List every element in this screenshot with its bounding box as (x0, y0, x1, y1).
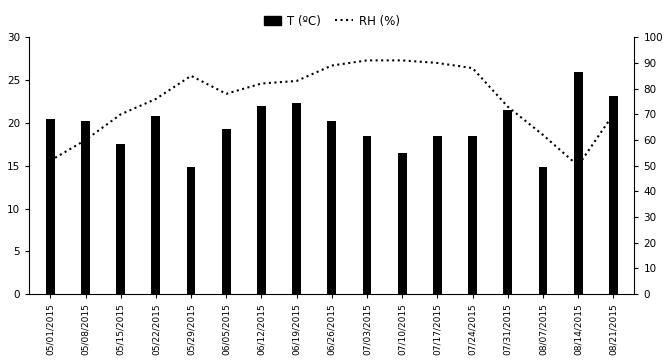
Bar (81, 121, 90, 294)
Bar (328, 121, 336, 294)
Legend: T (ºC), RH (%): T (ºC), RH (%) (259, 10, 405, 32)
Bar (292, 103, 301, 294)
Bar (574, 72, 582, 294)
Bar (539, 168, 547, 294)
Bar (187, 168, 196, 294)
Bar (362, 136, 371, 294)
Bar (46, 119, 55, 294)
Bar (398, 153, 407, 294)
Bar (468, 136, 477, 294)
Bar (151, 116, 160, 294)
Bar (257, 106, 266, 294)
Bar (433, 136, 442, 294)
Bar (222, 129, 230, 294)
Bar (503, 110, 512, 294)
Bar (117, 144, 125, 294)
Bar (609, 96, 618, 294)
